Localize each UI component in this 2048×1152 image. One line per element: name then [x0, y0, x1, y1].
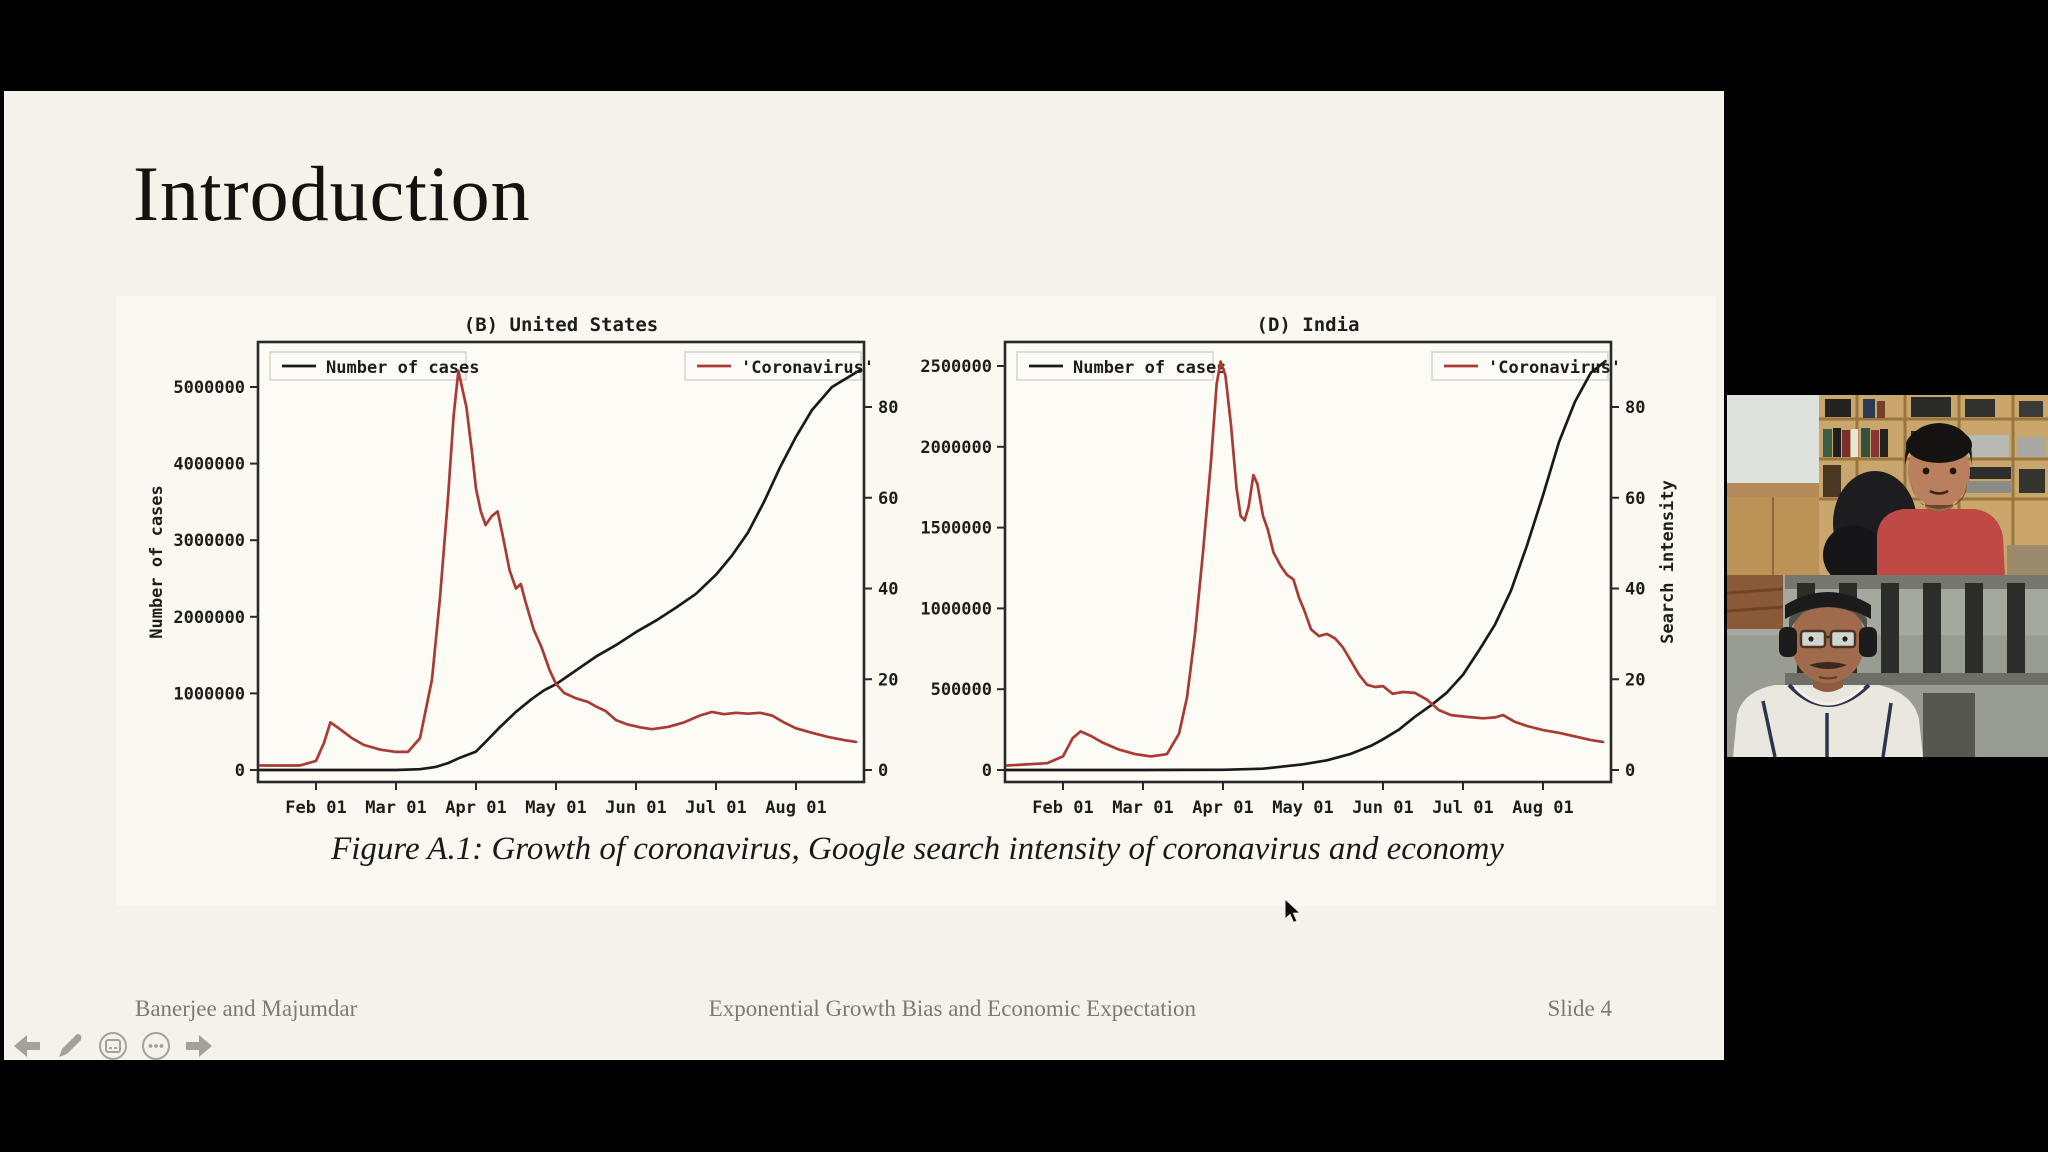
chart-india: (D) India Feb 01 Mar 01 Apr 01 May 01 Jun 01 J…	[920, 314, 1678, 818]
svg-text:40: 40	[878, 580, 898, 600]
participant-video-bottom[interactable]	[1727, 575, 2048, 762]
svg-text:Jun 01: Jun 01	[1352, 798, 1413, 818]
left-arrow-icon	[14, 1035, 40, 1057]
presenter-toolbar	[10, 1029, 216, 1063]
mouse-cursor	[1284, 898, 1302, 924]
svg-text:Aug 01: Aug 01	[1512, 798, 1573, 818]
svg-text:500000: 500000	[931, 680, 992, 700]
video-sidebar	[1727, 395, 2048, 762]
slides-icon	[99, 1032, 127, 1060]
slide-title: Introduction	[133, 150, 531, 237]
svg-text:1000000: 1000000	[173, 684, 245, 704]
svg-text:Jul 01: Jul 01	[1432, 798, 1493, 818]
previous-slide-button[interactable]	[10, 1029, 44, 1063]
right-arrow-icon	[186, 1035, 212, 1057]
svg-text:Feb 01: Feb 01	[1032, 798, 1093, 818]
svg-text:60: 60	[1625, 489, 1645, 509]
svg-text:Apr 01: Apr 01	[445, 798, 506, 818]
pen-tool-button[interactable]	[53, 1029, 87, 1063]
participant-video-top[interactable]	[1727, 395, 2048, 575]
svg-text:Mar 01: Mar 01	[1112, 798, 1173, 818]
svg-text:Apr 01: Apr 01	[1192, 798, 1253, 818]
pen-icon	[59, 1034, 82, 1057]
charts-figure: (B) United States Feb 01 Mar 01 Apr 01 May 0…	[147, 314, 1678, 818]
svg-text:Number of cases: Number of cases	[326, 358, 480, 378]
svg-text:Aug 01: Aug 01	[765, 798, 826, 818]
svg-text:(D) India: (D) India	[1257, 314, 1360, 336]
chart-united-states: (B) United States Feb 01 Mar 01 Apr 01 May 0…	[147, 314, 898, 818]
svg-text:'Coronavirus': 'Coronavirus'	[1488, 358, 1621, 378]
svg-text:80: 80	[1625, 398, 1645, 418]
svg-text:Number of cases: Number of cases	[147, 485, 167, 639]
svg-text:2000000: 2000000	[920, 438, 992, 458]
next-slide-button[interactable]	[182, 1029, 216, 1063]
svg-text:40: 40	[1625, 580, 1645, 600]
footer-authors: Banerjee and Majumdar	[135, 996, 358, 1021]
svg-text:3000000: 3000000	[173, 531, 245, 551]
participant-bottom-scene	[1727, 575, 2048, 757]
slide-overview-button[interactable]	[96, 1029, 130, 1063]
participant-top-scene	[1727, 395, 2048, 575]
figure-caption: Figure A.1: Growth of coronavirus, Googl…	[331, 831, 1504, 867]
svg-text:Search intensity: Search intensity	[1658, 480, 1678, 644]
presentation-slide: Introduction (B) United States Feb 01 Mar …	[4, 91, 1724, 1060]
svg-text:Jun 01: Jun 01	[605, 798, 666, 818]
svg-text:2000000: 2000000	[173, 608, 245, 628]
svg-text:(B) United States: (B) United States	[464, 314, 658, 336]
svg-text:May 01: May 01	[525, 798, 586, 818]
svg-text:4000000: 4000000	[173, 455, 245, 475]
svg-text:0: 0	[235, 761, 245, 781]
svg-text:May 01: May 01	[1272, 798, 1333, 818]
slide-footer: Banerjee and Majumdar Exponential Growth…	[135, 996, 1612, 1022]
svg-text:20: 20	[1625, 670, 1645, 690]
footer-deck-title: Exponential Growth Bias and Economic Exp…	[708, 996, 1197, 1021]
svg-text:0: 0	[1625, 761, 1635, 781]
svg-text:Feb 01: Feb 01	[285, 798, 346, 818]
svg-text:20: 20	[878, 670, 898, 690]
svg-text:1500000: 1500000	[920, 519, 992, 539]
more-options-button[interactable]	[139, 1029, 173, 1063]
svg-text:5000000: 5000000	[173, 378, 245, 398]
svg-text:2500000: 2500000	[920, 357, 992, 377]
svg-text:Number of cases: Number of cases	[1073, 358, 1227, 378]
svg-text:60: 60	[878, 489, 898, 509]
svg-text:Jul 01: Jul 01	[685, 798, 746, 818]
svg-text:80: 80	[878, 398, 898, 418]
svg-text:'Coronavirus': 'Coronavirus'	[741, 358, 874, 378]
svg-text:0: 0	[982, 761, 992, 781]
ellipsis-icon	[142, 1032, 170, 1060]
svg-text:1000000: 1000000	[920, 599, 992, 619]
svg-text:Mar 01: Mar 01	[365, 798, 426, 818]
footer-slide-number: Slide 4	[1547, 996, 1612, 1021]
svg-text:0: 0	[878, 761, 888, 781]
